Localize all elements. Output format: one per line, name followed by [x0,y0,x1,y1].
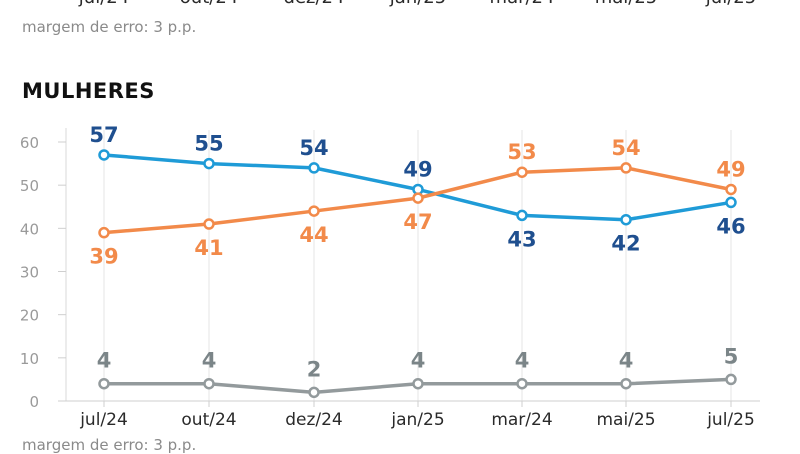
margin-of-error-note-bottom: margem de erro: 3 p.p. [22,436,197,454]
x-tick-label: jul/25 [706,410,755,430]
y-tick-label: 0 [29,393,39,411]
x-tick-label: dez/24 [285,410,343,430]
data-point-gray [203,377,215,390]
y-tick-label: 60 [20,134,39,152]
data-label-gray: 5 [724,344,739,368]
data-label-orange: 47 [403,210,432,234]
prev-tick-label: mai/25 [595,0,658,8]
data-label-blue: 42 [611,232,640,256]
y-tick-label: 50 [20,177,39,195]
data-label-blue: 54 [299,136,328,160]
data-point-orange [725,183,737,196]
margin-of-error-note: margem de erro: 3 p.p. [22,18,197,36]
data-label-blue: 55 [194,132,223,156]
chart-title: MULHERES [22,79,155,103]
data-point-blue [620,213,632,226]
y-tick-label: 10 [20,350,39,368]
data-point-gray [620,377,632,390]
data-point-orange [308,205,320,217]
y-tick-label: 40 [20,220,39,238]
data-point-gray [98,377,110,390]
data-label-orange: 41 [194,236,223,260]
data-point-gray [725,373,737,386]
data-label-gray: 4 [202,349,217,373]
data-label-blue: 43 [507,227,536,251]
x-tick-label: jan/25 [390,410,444,430]
data-label-gray: 4 [515,349,530,373]
prev-tick-label: jul/24 [79,0,129,8]
data-point-orange [98,226,110,239]
previous-chart-tick-labels: jul/24 out/24 dez/24 jan/25 mar/24 mai/2… [0,0,800,11]
data-point-gray [412,377,424,390]
data-label-blue: 49 [403,157,432,181]
x-tick-label: mai/25 [596,410,655,430]
data-point-blue [516,209,528,222]
x-tick-label: jul/24 [79,410,128,430]
data-label-gray: 4 [411,349,426,373]
data-point-blue [203,157,215,170]
prev-tick-label: dez/24 [284,0,345,8]
data-point-orange [412,192,424,204]
y-tick-label: 20 [20,307,39,325]
data-point-orange [203,218,215,230]
prev-tick-label: jul/25 [706,0,756,8]
data-label-blue: 46 [716,214,745,238]
data-label-orange: 54 [611,136,640,160]
y-tick-label: 30 [20,264,39,282]
data-label-gray: 4 [97,349,112,373]
x-tick-label: mar/24 [491,410,552,430]
data-label-orange: 49 [716,157,745,181]
data-point-gray [516,377,528,390]
data-label-orange: 39 [89,245,118,269]
prev-tick-label: mar/24 [490,0,555,8]
data-point-blue [308,162,320,174]
data-label-orange: 44 [299,223,328,247]
data-point-orange [620,162,632,174]
data-point-blue [725,196,737,209]
prev-tick-label: out/24 [180,0,238,8]
data-label-orange: 53 [507,140,536,164]
prev-tick-label: jan/25 [390,0,446,8]
data-label-gray: 4 [619,349,634,373]
data-label-blue: 57 [89,123,118,147]
data-point-blue [98,149,110,161]
data-point-gray [308,386,320,399]
data-point-orange [516,166,528,178]
data-label-gray: 2 [307,357,322,381]
x-tick-label: out/24 [181,410,236,430]
